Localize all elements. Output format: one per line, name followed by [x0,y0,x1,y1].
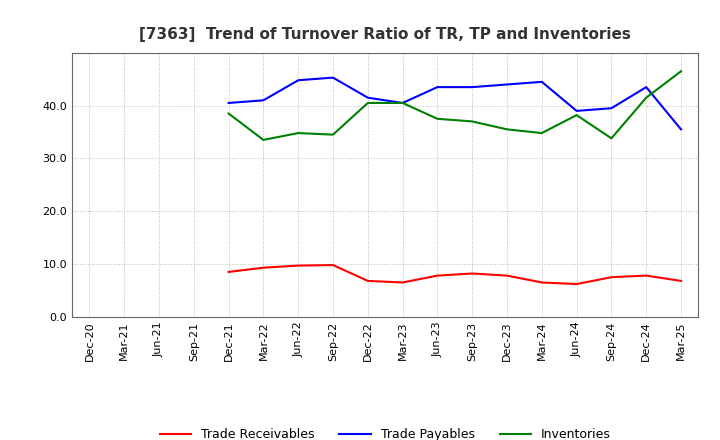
Trade Payables [398,100,407,106]
Line: Trade Receivables: Trade Receivables [229,265,681,284]
Trade Payables [225,100,233,106]
Trade Payables [468,84,477,90]
Inventories [259,137,268,143]
Trade Payables [677,127,685,132]
Trade Receivables [607,275,616,280]
Trade Receivables [225,269,233,275]
Trade Payables [642,84,651,90]
Trade Receivables [468,271,477,276]
Trade Payables [364,95,372,100]
Inventories [537,130,546,136]
Trade Payables [294,77,302,83]
Trade Payables [537,79,546,84]
Inventories [677,69,685,74]
Inventories [503,127,511,132]
Trade Receivables [259,265,268,270]
Trade Receivables [642,273,651,278]
Trade Receivables [398,280,407,285]
Legend: Trade Receivables, Trade Payables, Inventories: Trade Receivables, Trade Payables, Inven… [155,423,616,440]
Inventories [572,113,581,118]
Trade Payables [572,108,581,114]
Trade Payables [259,98,268,103]
Trade Receivables [572,282,581,287]
Trade Receivables [433,273,442,278]
Trade Receivables [677,278,685,283]
Inventories [364,100,372,106]
Trade Payables [607,106,616,111]
Inventories [642,95,651,100]
Trade Receivables [503,273,511,278]
Line: Trade Payables: Trade Payables [229,77,681,129]
Trade Receivables [294,263,302,268]
Trade Receivables [328,262,337,268]
Inventories [607,136,616,141]
Inventories [225,111,233,116]
Line: Inventories: Inventories [229,71,681,140]
Inventories [294,130,302,136]
Inventories [468,119,477,124]
Inventories [433,116,442,121]
Trade Payables [328,75,337,80]
Trade Payables [503,82,511,87]
Inventories [328,132,337,137]
Trade Receivables [537,280,546,285]
Title: [7363]  Trend of Turnover Ratio of TR, TP and Inventories: [7363] Trend of Turnover Ratio of TR, TP… [139,27,631,42]
Trade Receivables [364,278,372,283]
Inventories [398,100,407,106]
Trade Payables [433,84,442,90]
